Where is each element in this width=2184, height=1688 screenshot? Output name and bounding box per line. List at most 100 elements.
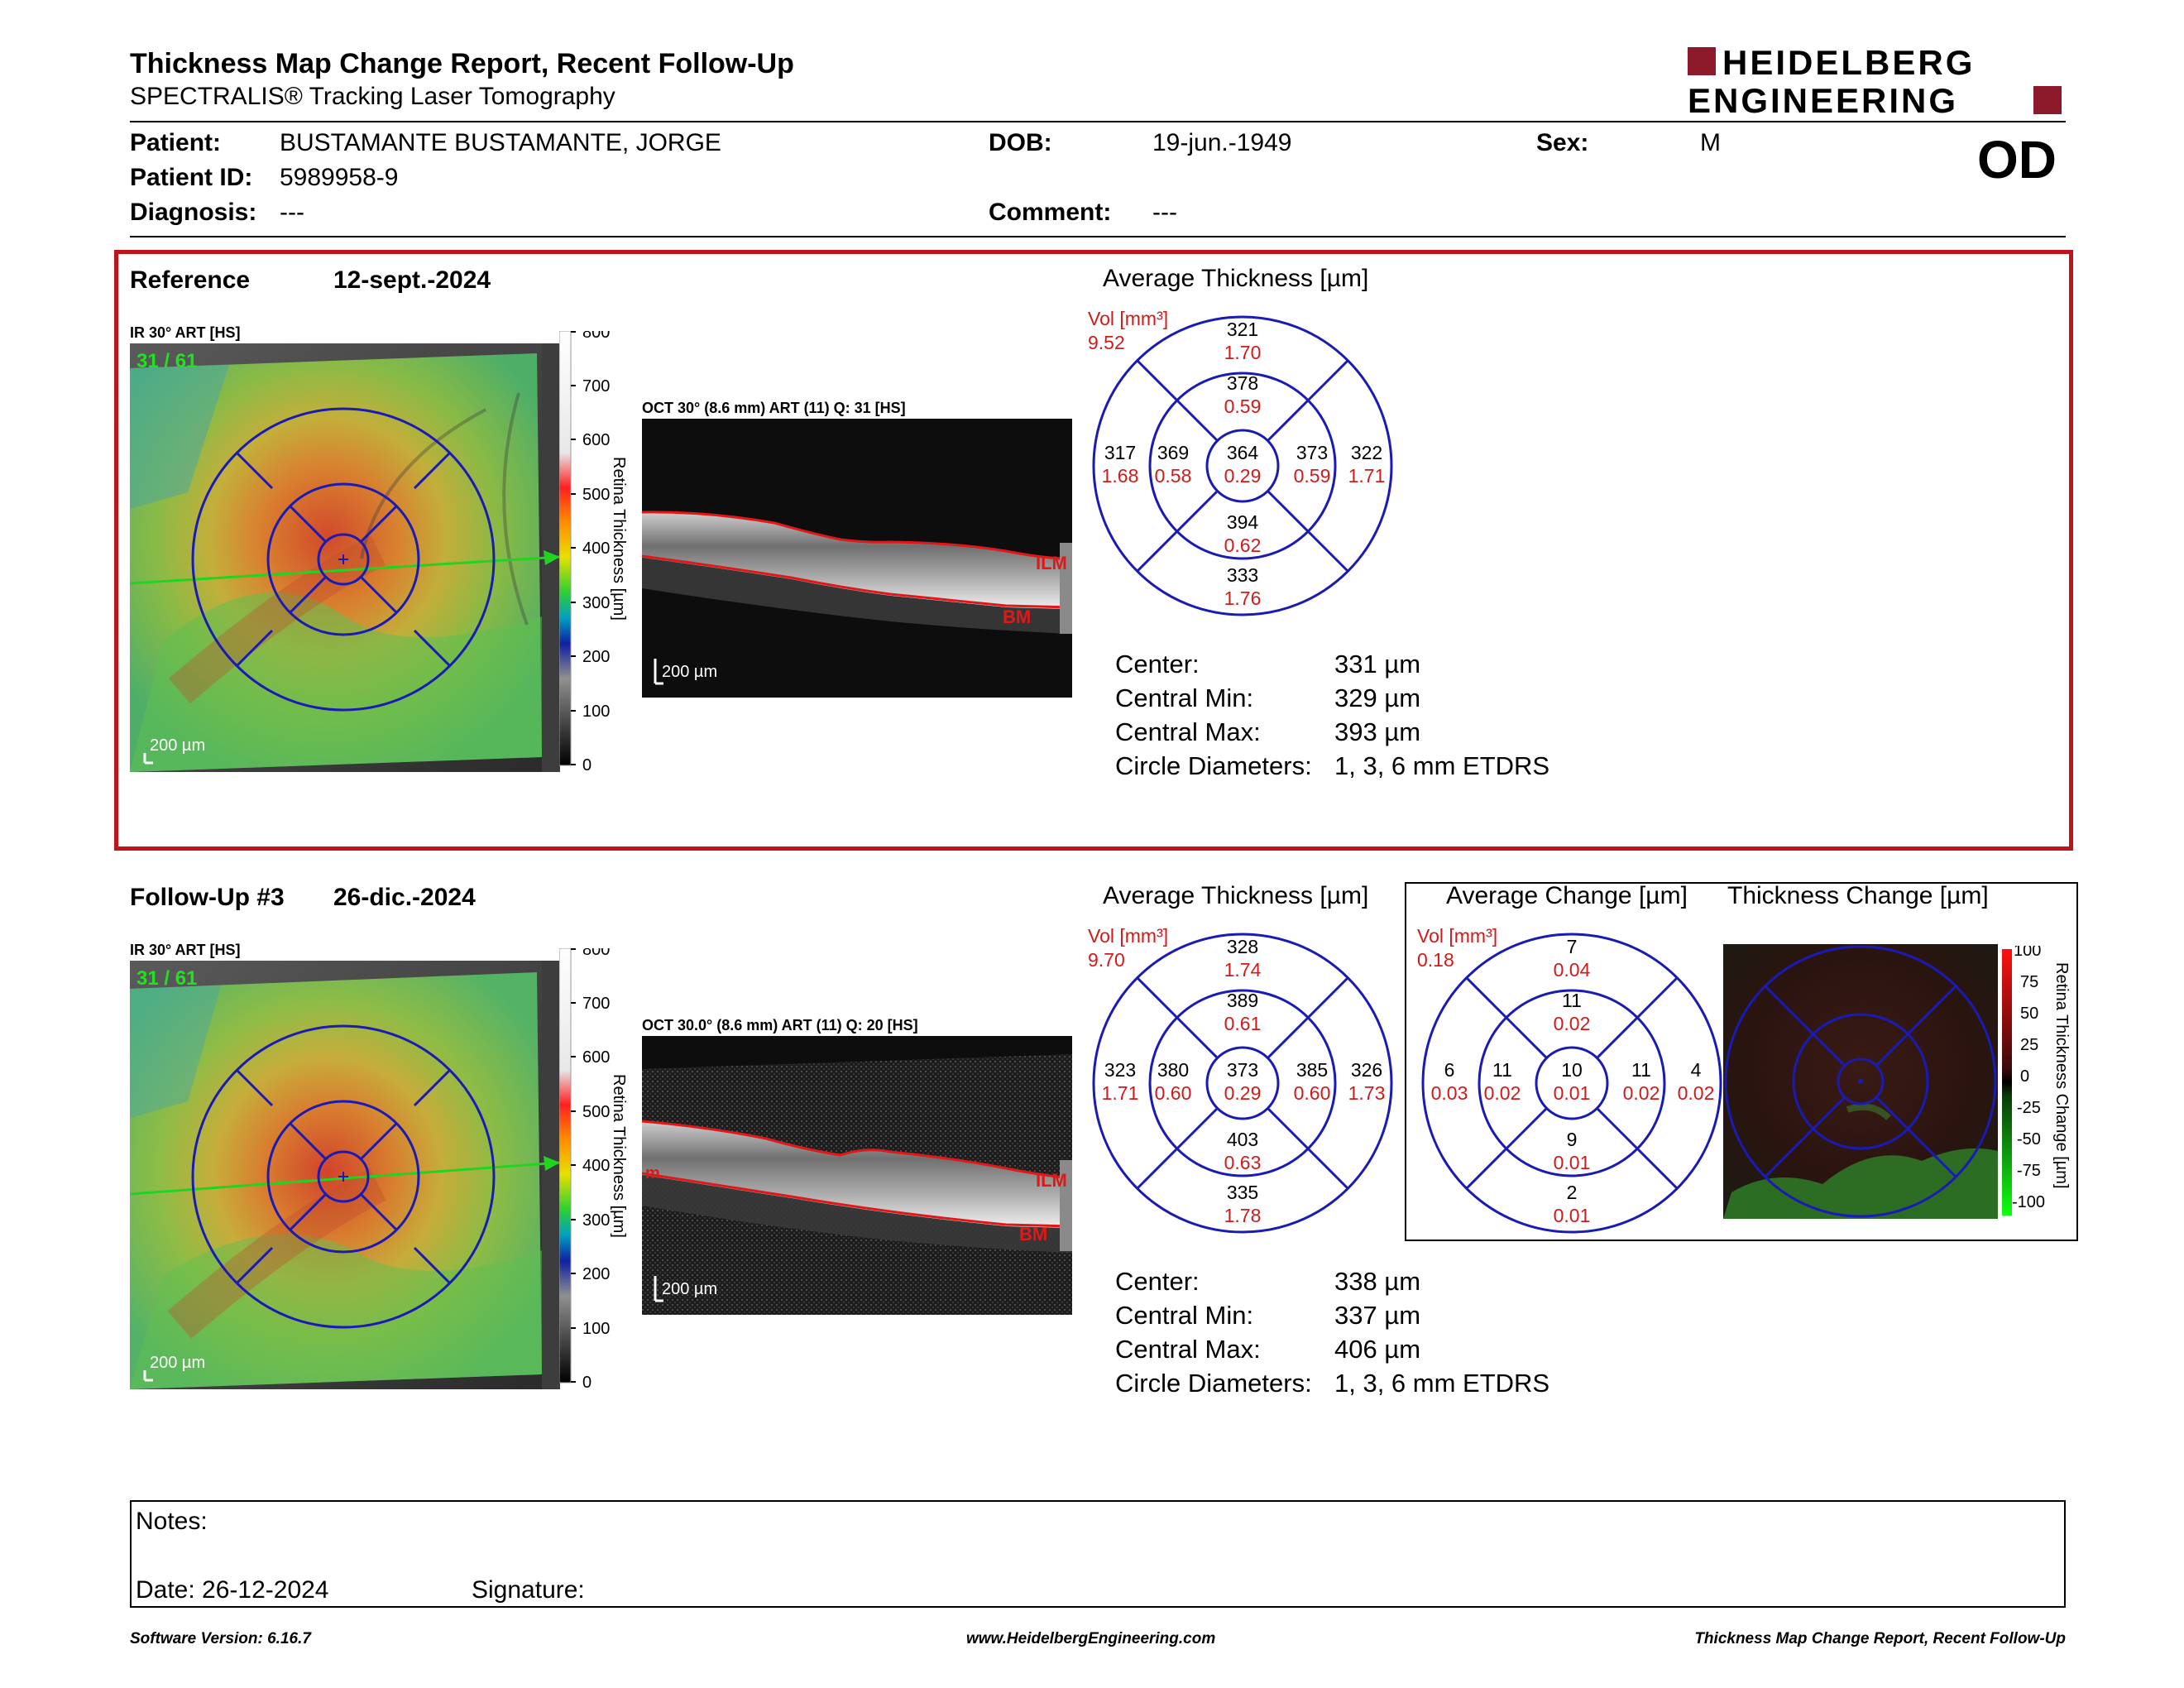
patient-name: BUSTAMANTE BUSTAMANTE, JORGE [280, 129, 721, 156]
ref-inner-nas-volume: 0.59 [1294, 465, 1331, 487]
chg-outer-inf-volume: 0.01 [1554, 1205, 1591, 1226]
fu-outer-sup-volume: 1.74 [1224, 959, 1262, 981]
change-colorbar-tick: -75 [2017, 1162, 2041, 1180]
comment-label: Comment: [989, 199, 1112, 226]
reference-oct-scan: ILM BM 200 µm [641, 419, 1073, 698]
signature-label: Signature: [472, 1576, 585, 1604]
fu-stat-label: Central Min: [1115, 1301, 1254, 1330]
chg-outer-nas-thickness: 4 [1691, 1059, 1702, 1081]
reference-date: 12-sept.-2024 [333, 266, 491, 294]
followup-vol-label: Vol [mm³] [1088, 925, 1169, 947]
chg-inner-inf-thickness: 9 [1567, 1129, 1578, 1150]
followup-thickness-colorbar: 800 700 600 500 400 300 200 100 0 Retina… [558, 941, 667, 1395]
fu-outer-temp-volume: 1.71 [1102, 1082, 1139, 1104]
reference-oct-scale: 200 µm [662, 663, 717, 681]
followup-left-mark: m [645, 1164, 660, 1182]
colorbar-tick: 600 [582, 1048, 610, 1067]
ref-outer-sup-thickness: 321 [1227, 319, 1258, 340]
report-subtitle: SPECTRALIS® Tracking Laser Tomography [130, 83, 615, 110]
chg-inner-sup-volume: 0.02 [1554, 1013, 1591, 1034]
colorbar-tick: 800 [582, 331, 610, 342]
chg-center-thickness: 10 [1561, 1059, 1583, 1081]
followup-bm-label: BM [1019, 1224, 1047, 1244]
colorbar-tick: 700 [582, 995, 610, 1013]
chg-inner-inf-volume: 0.01 [1554, 1152, 1591, 1173]
fu-inner-sup-volume: 0.61 [1224, 1013, 1262, 1034]
fu-stat-label: Central Max: [1115, 1335, 1261, 1364]
fu-outer-inf-thickness: 335 [1227, 1182, 1258, 1203]
ref-outer-inf-volume: 1.76 [1224, 587, 1262, 609]
colorbar-tick: 100 [582, 1320, 610, 1338]
chg-inner-nas-volume: 0.02 [1623, 1082, 1660, 1104]
colorbar-label: Retina Thickness [µm] [610, 1074, 628, 1238]
fu-outer-inf-volume: 1.78 [1224, 1205, 1262, 1226]
followup-ilm-label: ILM [1036, 1170, 1067, 1191]
reference-thickness-colorbar: 800 700 600 500 400 300 200 100 0 Retina… [558, 324, 667, 778]
fu-stat-value: 406 µm [1334, 1335, 1421, 1364]
change-panel [1405, 882, 2078, 1241]
date-label: Date: 26-12-2024 [136, 1576, 329, 1604]
chg-inner-nas-thickness: 11 [1631, 1059, 1651, 1081]
ref-outer-inf-thickness: 333 [1227, 564, 1258, 586]
ref-stat-value: 1, 3, 6 mm ETDRS [1334, 751, 1550, 780]
ref-stat-label: Circle Diameters: [1115, 751, 1312, 780]
colorbar-tick: 400 [582, 539, 610, 558]
notes-box[interactable] [130, 1500, 2066, 1608]
colorbar-tick: 700 [582, 377, 610, 396]
website-link[interactable]: www.HeidelbergEngineering.com [966, 1630, 1216, 1647]
chg-inner-temp-thickness: 11 [1492, 1059, 1512, 1081]
dob-label: DOB: [989, 129, 1052, 156]
ref-stat-label: Central Min: [1115, 683, 1254, 712]
footer-report-title: Thickness Map Change Report, Recent Foll… [1694, 1630, 2066, 1647]
brand-logo: HEIDELBERG ENGINEERING [1688, 43, 2068, 120]
change-colorbar-tick: 0 [2020, 1067, 2029, 1086]
reference-panel [114, 250, 2073, 851]
chg-outer-temp-thickness: 6 [1444, 1059, 1455, 1081]
report-title: Thickness Map Change Report, Recent Foll… [130, 48, 794, 79]
ref-inner-sup-volume: 0.59 [1224, 396, 1262, 417]
ref-inner-inf-volume: 0.62 [1224, 535, 1262, 556]
brand-line2: ENGINEERING [1688, 81, 1958, 119]
colorbar-label: Retina Thickness [µm] [610, 457, 628, 621]
chg-inner-sup-thickness: 11 [1562, 990, 1582, 1011]
change-colorbar-tick: -50 [2017, 1130, 2041, 1149]
reference-oct-label: OCT 30° (8.6 mm) ART (11) Q: 31 [HS] [642, 400, 906, 416]
chg-outer-inf-thickness: 2 [1567, 1182, 1578, 1203]
change-colorbar-tick: 75 [2020, 973, 2038, 991]
fu-inner-nas-volume: 0.60 [1294, 1082, 1331, 1104]
followup-thickness-map: 31 / 61 200 µm [129, 961, 561, 1389]
colorbar-tick: 800 [582, 948, 610, 959]
fu-outer-sup-thickness: 328 [1227, 936, 1258, 957]
followup-oct-label: OCT 30.0° (8.6 mm) ART (11) Q: 20 [HS] [642, 1017, 918, 1033]
eye-label: OD [1977, 130, 2057, 189]
patient-id-value: 5989958-9 [280, 164, 399, 191]
fu-stat-label: Circle Diameters: [1115, 1369, 1312, 1398]
reference-ir-label: IR 30° ART [HS] [130, 324, 241, 341]
sex-label: Sex: [1536, 129, 1589, 156]
change-etdrs-grid: 7 0.04 11 0.02 6 0.03 11 0.02 10 0.01 11… [1413, 923, 1727, 1238]
software-version: Software Version: 6.16.7 [130, 1630, 311, 1647]
change-colorbar-tick: 25 [2020, 1036, 2038, 1054]
diagnosis-value: --- [280, 199, 304, 226]
fu-inner-inf-thickness: 403 [1227, 1129, 1258, 1150]
fu-stat-value: 1, 3, 6 mm ETDRS [1334, 1369, 1550, 1398]
reference-frames: 31 / 61 [136, 350, 197, 372]
ref-center-volume: 0.29 [1224, 465, 1262, 487]
followup-map-scale: 200 µm [150, 1354, 205, 1372]
diagnosis-label: Diagnosis: [130, 199, 257, 226]
followup-label: Follow-Up #3 [130, 884, 285, 911]
followup-avg-title: Average Thickness [µm] [1103, 882, 1369, 909]
reference-etdrs-grid: 321 1.70 378 0.59 317 1.68 369 0.58 364 … [1084, 306, 1398, 621]
chg-outer-sup-thickness: 7 [1567, 936, 1578, 957]
followup-oct-scale: 200 µm [662, 1280, 717, 1298]
dob-value: 19-jun.-1949 [1152, 129, 1292, 156]
colorbar-tick: 200 [582, 1265, 610, 1283]
change-colorbar-label: Retina Thickness Change [µm] [2052, 962, 2071, 1189]
colorbar-tick: 100 [582, 703, 610, 721]
fu-outer-nas-volume: 1.73 [1348, 1082, 1386, 1104]
ref-outer-temp-volume: 1.68 [1102, 465, 1139, 487]
ref-inner-inf-thickness: 394 [1227, 511, 1259, 533]
fu-inner-temp-volume: 0.60 [1155, 1082, 1192, 1104]
colorbar-tick: 300 [582, 594, 610, 612]
followup-oct-scan: m ILM BM 200 µm [641, 1036, 1073, 1315]
